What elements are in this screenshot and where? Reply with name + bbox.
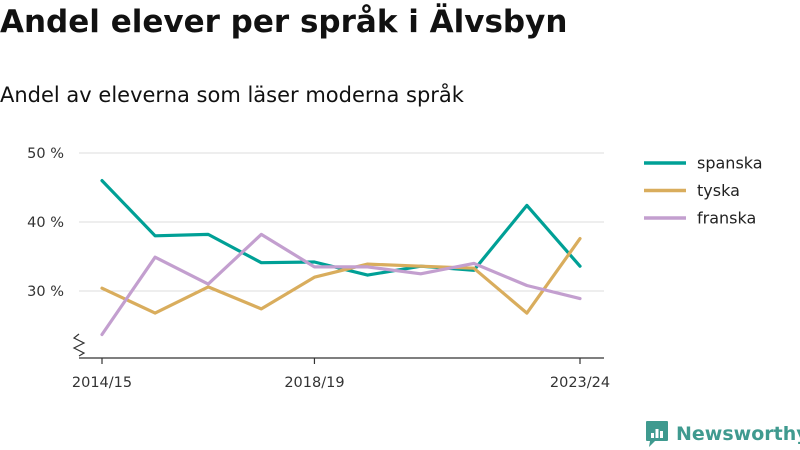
chart-subtitle: Andel av eleverna som läser moderna språ… [0,83,464,107]
y-tick-label: 50 % [27,146,64,162]
newsworthy-logo-icon [646,421,668,447]
series-line-spanska [100,179,582,277]
brand-logo: Newsworthy [645,420,800,448]
y-tick-label: 30 % [27,284,64,300]
axis-break-icon [72,333,86,357]
series-line-franska [100,232,582,337]
brand-name: Newsworthy [676,423,800,445]
x-tick-label: 2018/19 [284,375,344,391]
chart-title: Andel elever per språk i Älvsbyn [0,4,568,40]
x-tick-label: 2023/24 [550,375,610,391]
y-tick-label: 40 % [27,215,64,231]
x-tick-label: 2014/15 [72,375,132,391]
legend-label: tyska [697,181,740,200]
series-line-tyska [100,237,582,315]
legend-label: spanska [697,154,763,173]
legend-label: franska [697,209,756,228]
